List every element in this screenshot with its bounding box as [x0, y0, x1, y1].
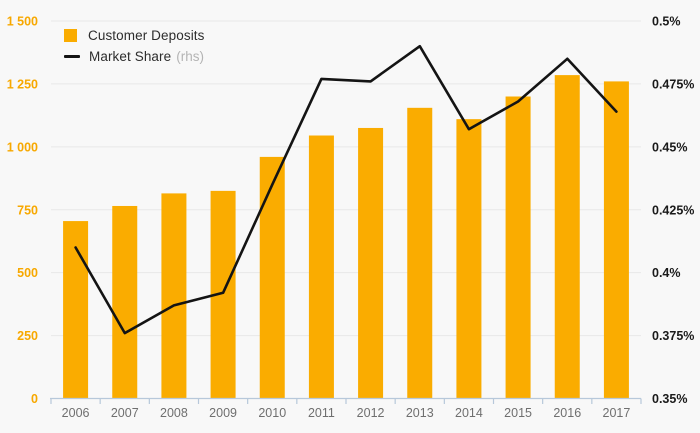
- year-label-2010: 2010: [258, 406, 286, 420]
- legend-label-suffix: (rhs): [176, 48, 204, 64]
- market-share-line: [74, 44, 618, 335]
- bar-2007: [112, 205, 138, 399]
- bar-2015: [505, 96, 531, 399]
- legend-item-market-share: Market Share (rhs): [64, 48, 205, 64]
- year-label-2013: 2013: [406, 406, 434, 420]
- left-axis-tick-label: 500: [17, 266, 38, 280]
- year-label-2008: 2008: [160, 406, 188, 420]
- left-axis-tick-label: 1 250: [7, 77, 38, 91]
- bar-2006: [63, 221, 89, 399]
- right-axis-tick-label: 0.425%: [652, 203, 694, 217]
- year-label-2009: 2009: [209, 406, 237, 420]
- right-axis-tick-label: 0.35%: [652, 392, 687, 406]
- bar-2014: [456, 119, 482, 399]
- year-label-2011: 2011: [308, 406, 335, 420]
- year-label-2017: 2017: [603, 406, 631, 420]
- year-label-2015: 2015: [504, 406, 532, 420]
- legend-label: Customer Deposits: [88, 27, 205, 43]
- bar-2017: [603, 81, 629, 399]
- legend-label: Market Share: [89, 48, 172, 64]
- right-axis-tick-label: 0.5%: [652, 15, 681, 29]
- bar-2008: [161, 193, 187, 399]
- year-label-2012: 2012: [357, 406, 385, 420]
- left-axis-tick-label: 1 000: [7, 140, 38, 154]
- legend-item-customer-deposits: Customer Deposits: [64, 27, 205, 43]
- bar-2013: [407, 107, 433, 399]
- right-axis-tick-label: 0.45%: [652, 140, 687, 154]
- bar-2010: [259, 156, 285, 399]
- line-swatch-icon: [64, 54, 80, 58]
- bar-swatch-icon: [64, 28, 77, 42]
- year-label-2016: 2016: [553, 406, 581, 420]
- legend: Customer Deposits Market Share (rhs): [64, 27, 205, 64]
- year-label-2006: 2006: [62, 406, 90, 420]
- left-axis-tick-label: 250: [17, 329, 38, 343]
- bar-2016: [554, 75, 580, 399]
- right-axis-tick-label: 0.475%: [652, 77, 694, 91]
- right-axis-tick-label: 0.375%: [652, 329, 694, 343]
- left-axis-tick-label: 1 500: [7, 15, 38, 29]
- year-label-2007: 2007: [111, 406, 139, 420]
- right-axis-tick-label: 0.4%: [652, 266, 681, 280]
- left-axis-tick-label: 0: [31, 392, 38, 406]
- bar-2012: [358, 127, 384, 399]
- bar-2011: [308, 135, 334, 399]
- left-axis-tick-label: 750: [17, 203, 38, 217]
- year-label-2014: 2014: [455, 406, 483, 420]
